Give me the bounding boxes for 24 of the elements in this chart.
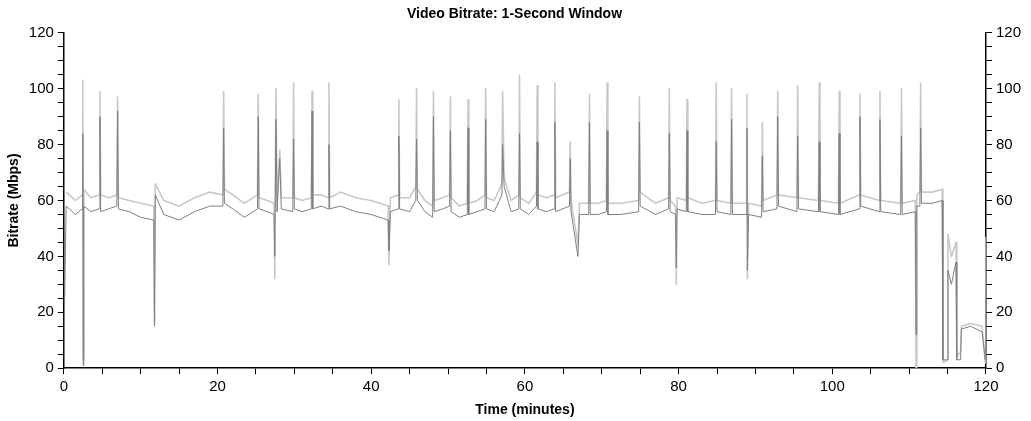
x-axis-title: Time (minutes) xyxy=(475,401,575,418)
x-tick-label: 20 xyxy=(209,377,226,395)
x-tick-label: 60 xyxy=(516,377,534,395)
y-tick-label: 0 xyxy=(45,358,54,376)
x-tick-label: 80 xyxy=(670,377,687,395)
y-tick-label: 40 xyxy=(37,246,54,264)
x-tick-label: 40 xyxy=(362,377,380,395)
y-tick-label: 100 xyxy=(28,78,54,96)
y-axis-title: Bitrate (Mbps) xyxy=(5,153,22,248)
y2-tick-label: 40 xyxy=(995,246,1013,264)
y-tick-label: 60 xyxy=(37,190,54,208)
y2-tick-label: 60 xyxy=(995,190,1013,208)
y-tick-label: 80 xyxy=(37,134,54,152)
y-tick-label: 20 xyxy=(37,302,54,320)
y2-tick-label: 0 xyxy=(995,358,1005,376)
chart-title: Video Bitrate: 1-Second Window xyxy=(406,5,623,22)
y-tick-label: 120 xyxy=(28,22,54,40)
x-tick-label: 120 xyxy=(973,377,999,395)
y2-tick-label: 100 xyxy=(995,78,1021,96)
y2-tick-label: 120 xyxy=(995,22,1021,40)
y2-tick-label: 80 xyxy=(995,134,1013,152)
y2-tick-label: 20 xyxy=(995,302,1013,320)
x-tick-label: 0 xyxy=(59,377,68,395)
x-tick-label: 100 xyxy=(819,377,845,395)
